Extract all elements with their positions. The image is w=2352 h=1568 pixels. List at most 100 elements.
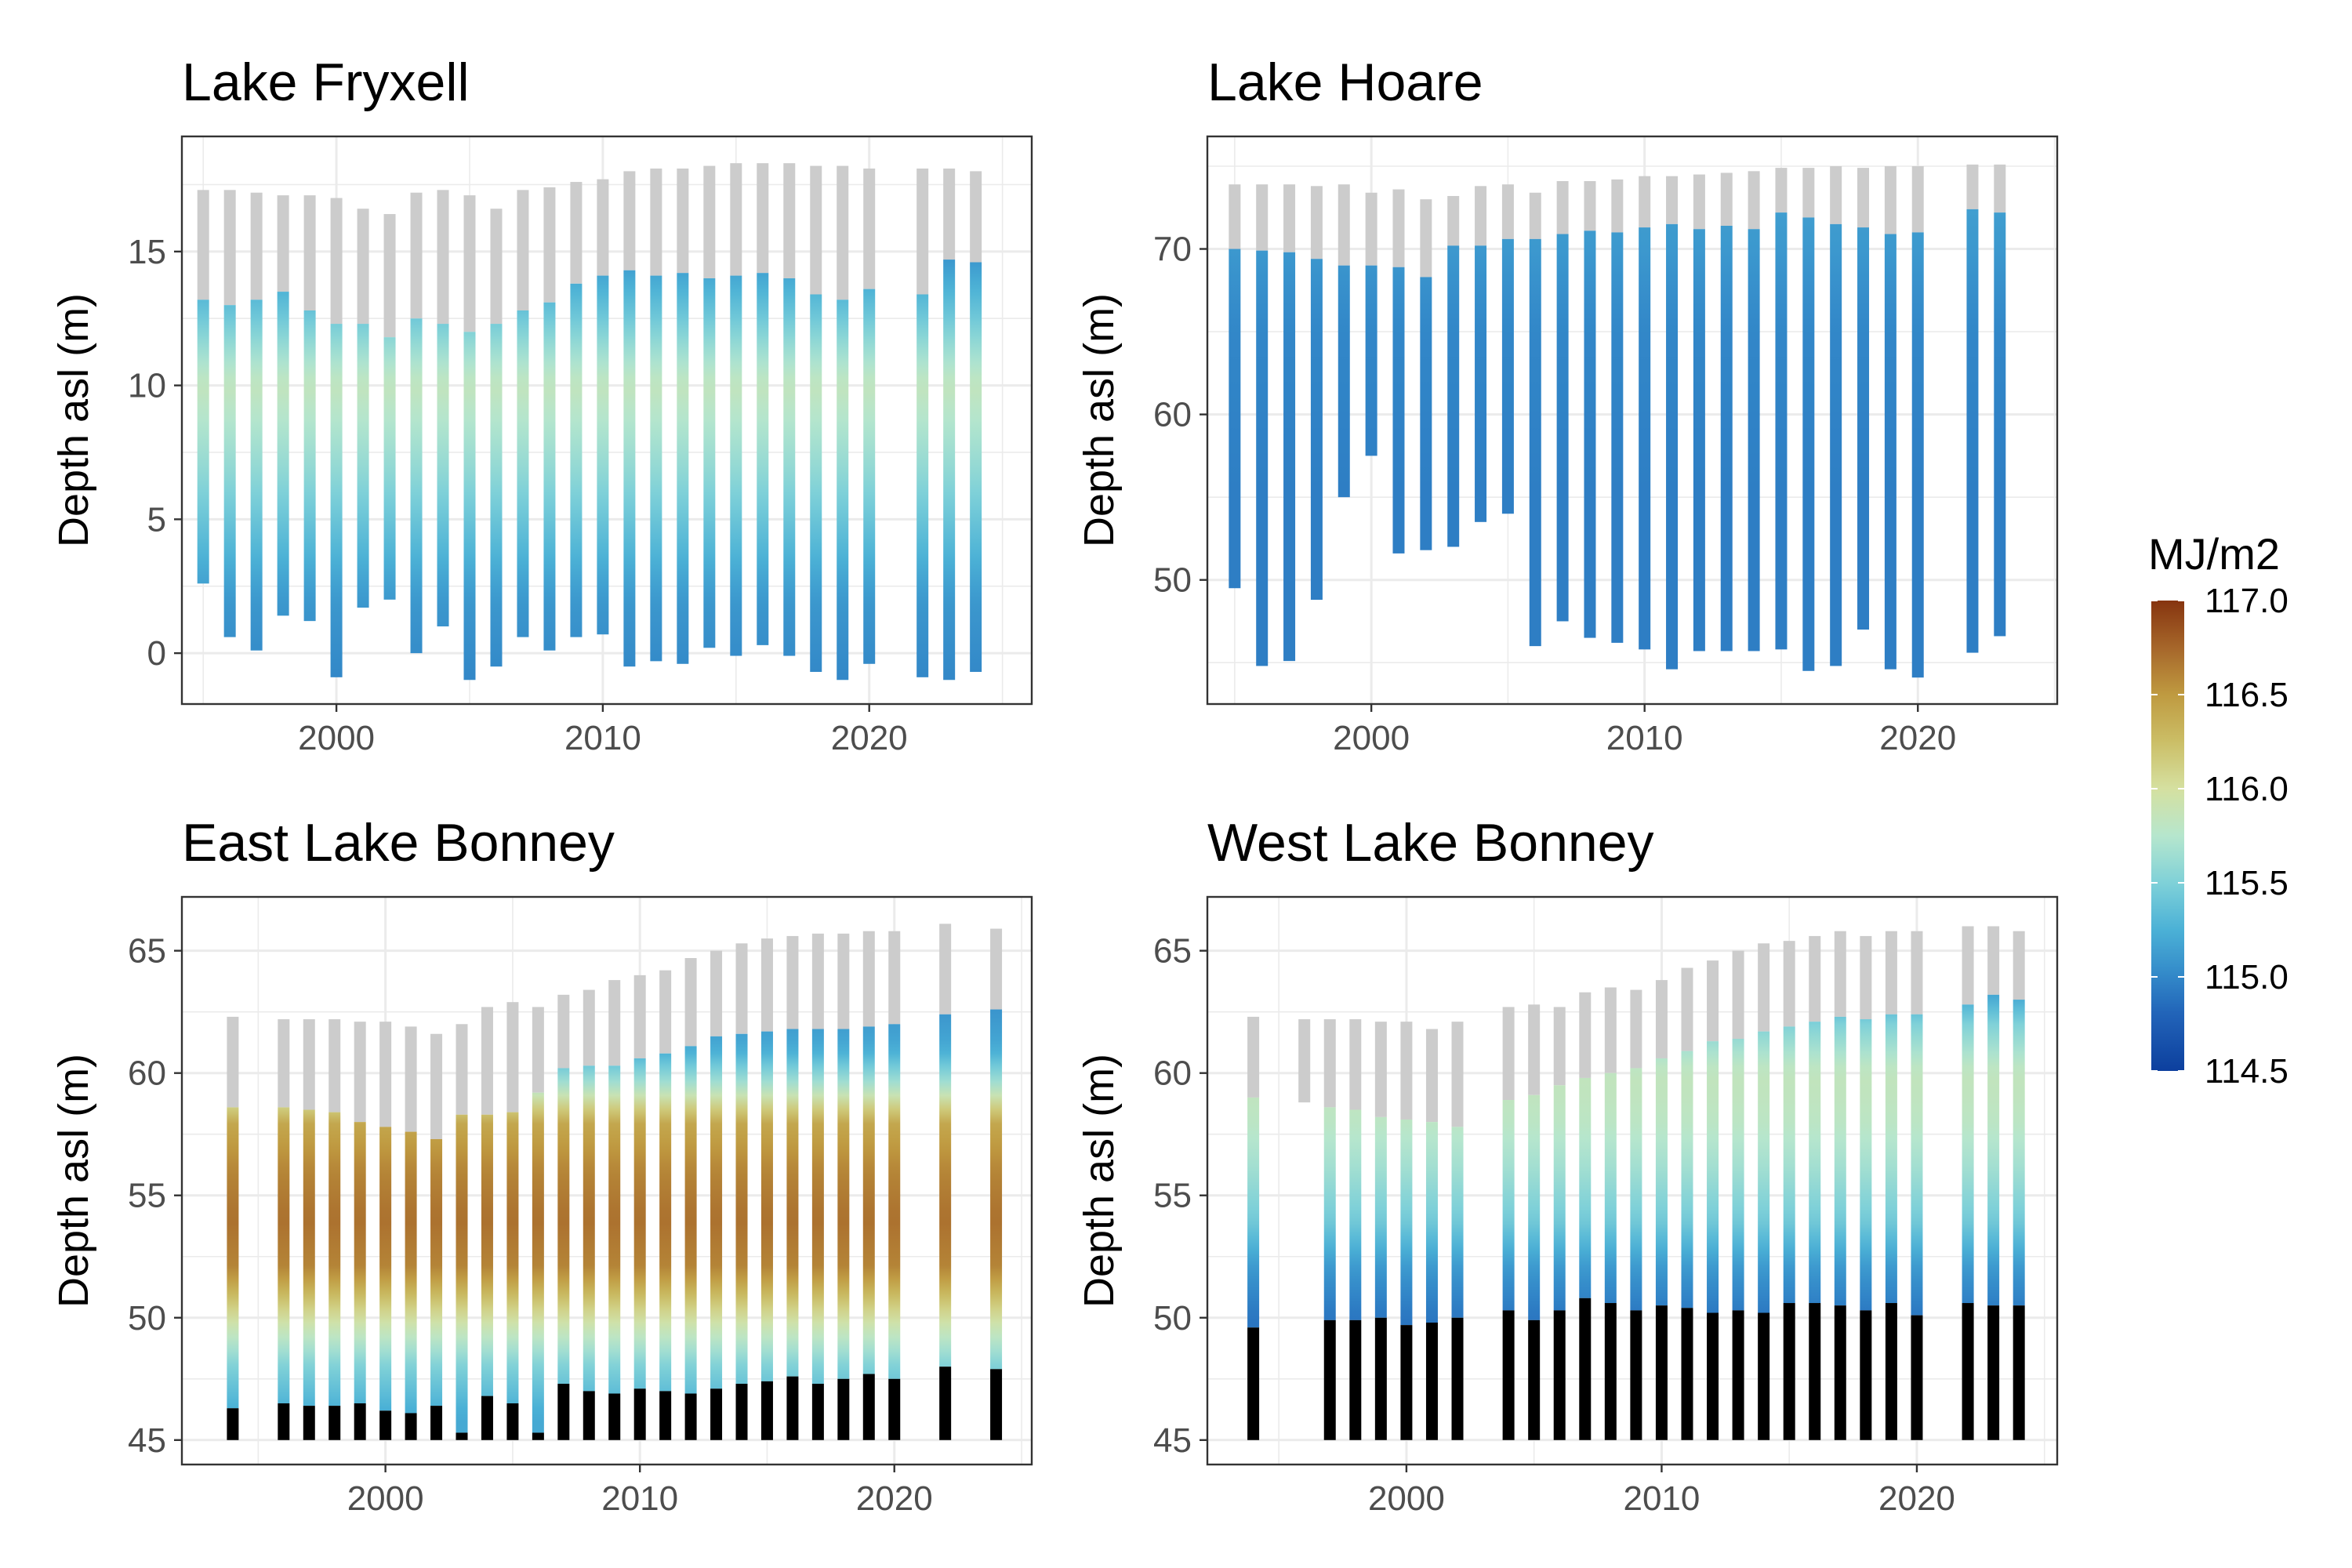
y-tick-label: 50 [1153, 561, 1192, 600]
no-data-segment [1283, 184, 1296, 252]
x-tick-label: 2000 [298, 719, 375, 757]
profile-column [1809, 935, 1821, 1440]
below-range-segment [786, 1376, 799, 1440]
energy-segment [277, 292, 289, 616]
no-data-segment [1707, 960, 1719, 1042]
no-data-segment [357, 209, 369, 325]
x-tick-label: 2020 [1878, 1479, 1955, 1518]
energy-segment [783, 278, 796, 656]
below-range-segment [1349, 1319, 1362, 1440]
y-tick-label: 60 [1153, 1054, 1192, 1093]
no-data-segment [328, 1019, 341, 1112]
energy-segment [684, 1046, 697, 1394]
profile-column [1553, 1007, 1566, 1440]
profile-column [1639, 176, 1651, 650]
energy-segment [1857, 227, 1870, 630]
profile-column [1374, 1022, 1387, 1440]
no-data-segment [517, 190, 529, 310]
y-tick-label: 5 [147, 500, 166, 539]
legend-break-label: 114.5 [2205, 1052, 2288, 1091]
y-tick-label: 65 [128, 932, 166, 971]
profile-column [837, 165, 849, 681]
profile-column [1392, 189, 1405, 554]
no-data-segment [330, 198, 343, 325]
below-range-segment [1579, 1298, 1592, 1440]
profile-column [303, 1019, 315, 1440]
profile-column [703, 165, 716, 648]
profile-columns [227, 924, 1003, 1440]
profile-column [1338, 184, 1350, 498]
energy-segment [1556, 234, 1569, 622]
no-data-segment [303, 1019, 315, 1110]
energy-segment [760, 1031, 773, 1381]
energy-segment [197, 299, 209, 584]
below-range-segment [1732, 1310, 1744, 1440]
profile-columns [1229, 164, 2006, 678]
energy-segment [1374, 1116, 1387, 1318]
energy-segment [1247, 1097, 1260, 1328]
no-data-segment [1911, 165, 1924, 233]
energy-segment [1681, 1051, 1693, 1308]
profile-column [1256, 184, 1269, 666]
profile-column [557, 994, 570, 1440]
no-data-segment [1529, 192, 1541, 239]
no-data-segment [916, 168, 929, 295]
below-range-segment [1553, 1310, 1566, 1440]
profile-column [1732, 950, 1744, 1440]
no-data-segment [430, 1033, 443, 1139]
energy-segment [490, 324, 503, 667]
energy-segment [1707, 1041, 1719, 1313]
no-data-segment [659, 970, 672, 1054]
x-tick-label: 2020 [1879, 719, 1956, 757]
profile-column [1529, 192, 1541, 647]
no-data-segment [862, 931, 875, 1027]
energy-segment [1584, 230, 1596, 638]
no-data-segment [888, 931, 901, 1025]
energy-segment [1528, 1094, 1541, 1320]
energy-segment [786, 1029, 799, 1377]
profile-column [811, 933, 824, 1440]
y-tick-label: 60 [128, 1054, 166, 1093]
profile-column [1349, 1019, 1362, 1440]
profile-columns [197, 163, 982, 681]
no-data-segment [633, 975, 646, 1058]
energy-segment [1425, 1122, 1438, 1323]
below-range-segment [2013, 1305, 2025, 1440]
profile-column [1783, 941, 1795, 1440]
profile-column [1400, 1022, 1413, 1440]
below-range-segment [1885, 1303, 1897, 1440]
no-data-segment [1693, 174, 1705, 230]
no-data-segment [1987, 926, 2000, 995]
profile-column [1310, 186, 1323, 601]
below-range-segment [633, 1388, 646, 1440]
below-range-segment [481, 1396, 493, 1440]
energy-segment [517, 310, 529, 637]
y-axis-title: Depth asl (m) [50, 1054, 97, 1308]
energy-segment [939, 1014, 952, 1367]
y-tick-label: 50 [1153, 1299, 1192, 1338]
below-range-segment [583, 1391, 595, 1440]
legend-break-label: 117.0 [2205, 582, 2288, 620]
no-data-segment [1310, 186, 1323, 260]
profile-column [463, 195, 476, 681]
energy-segment [862, 1026, 875, 1374]
profile-column [1962, 926, 1974, 1440]
profile-column [810, 165, 822, 673]
energy-segment [677, 273, 689, 664]
below-range-segment [760, 1381, 773, 1440]
profile-column [456, 1024, 468, 1440]
profile-column [1579, 992, 1592, 1440]
no-data-segment [437, 190, 449, 325]
no-data-segment [1447, 195, 1460, 246]
energy-segment [430, 1138, 443, 1406]
energy-segment [1323, 1107, 1336, 1320]
below-range-segment [227, 1408, 239, 1440]
below-range-segment [1987, 1305, 2000, 1440]
profile-column [1229, 184, 1241, 589]
no-data-segment [1502, 1007, 1515, 1101]
no-data-segment [1834, 931, 1846, 1017]
x-tick-label: 2010 [564, 719, 641, 757]
energy-segment [1911, 1014, 1923, 1316]
profile-column [1584, 180, 1596, 638]
energy-segment [583, 1065, 595, 1392]
